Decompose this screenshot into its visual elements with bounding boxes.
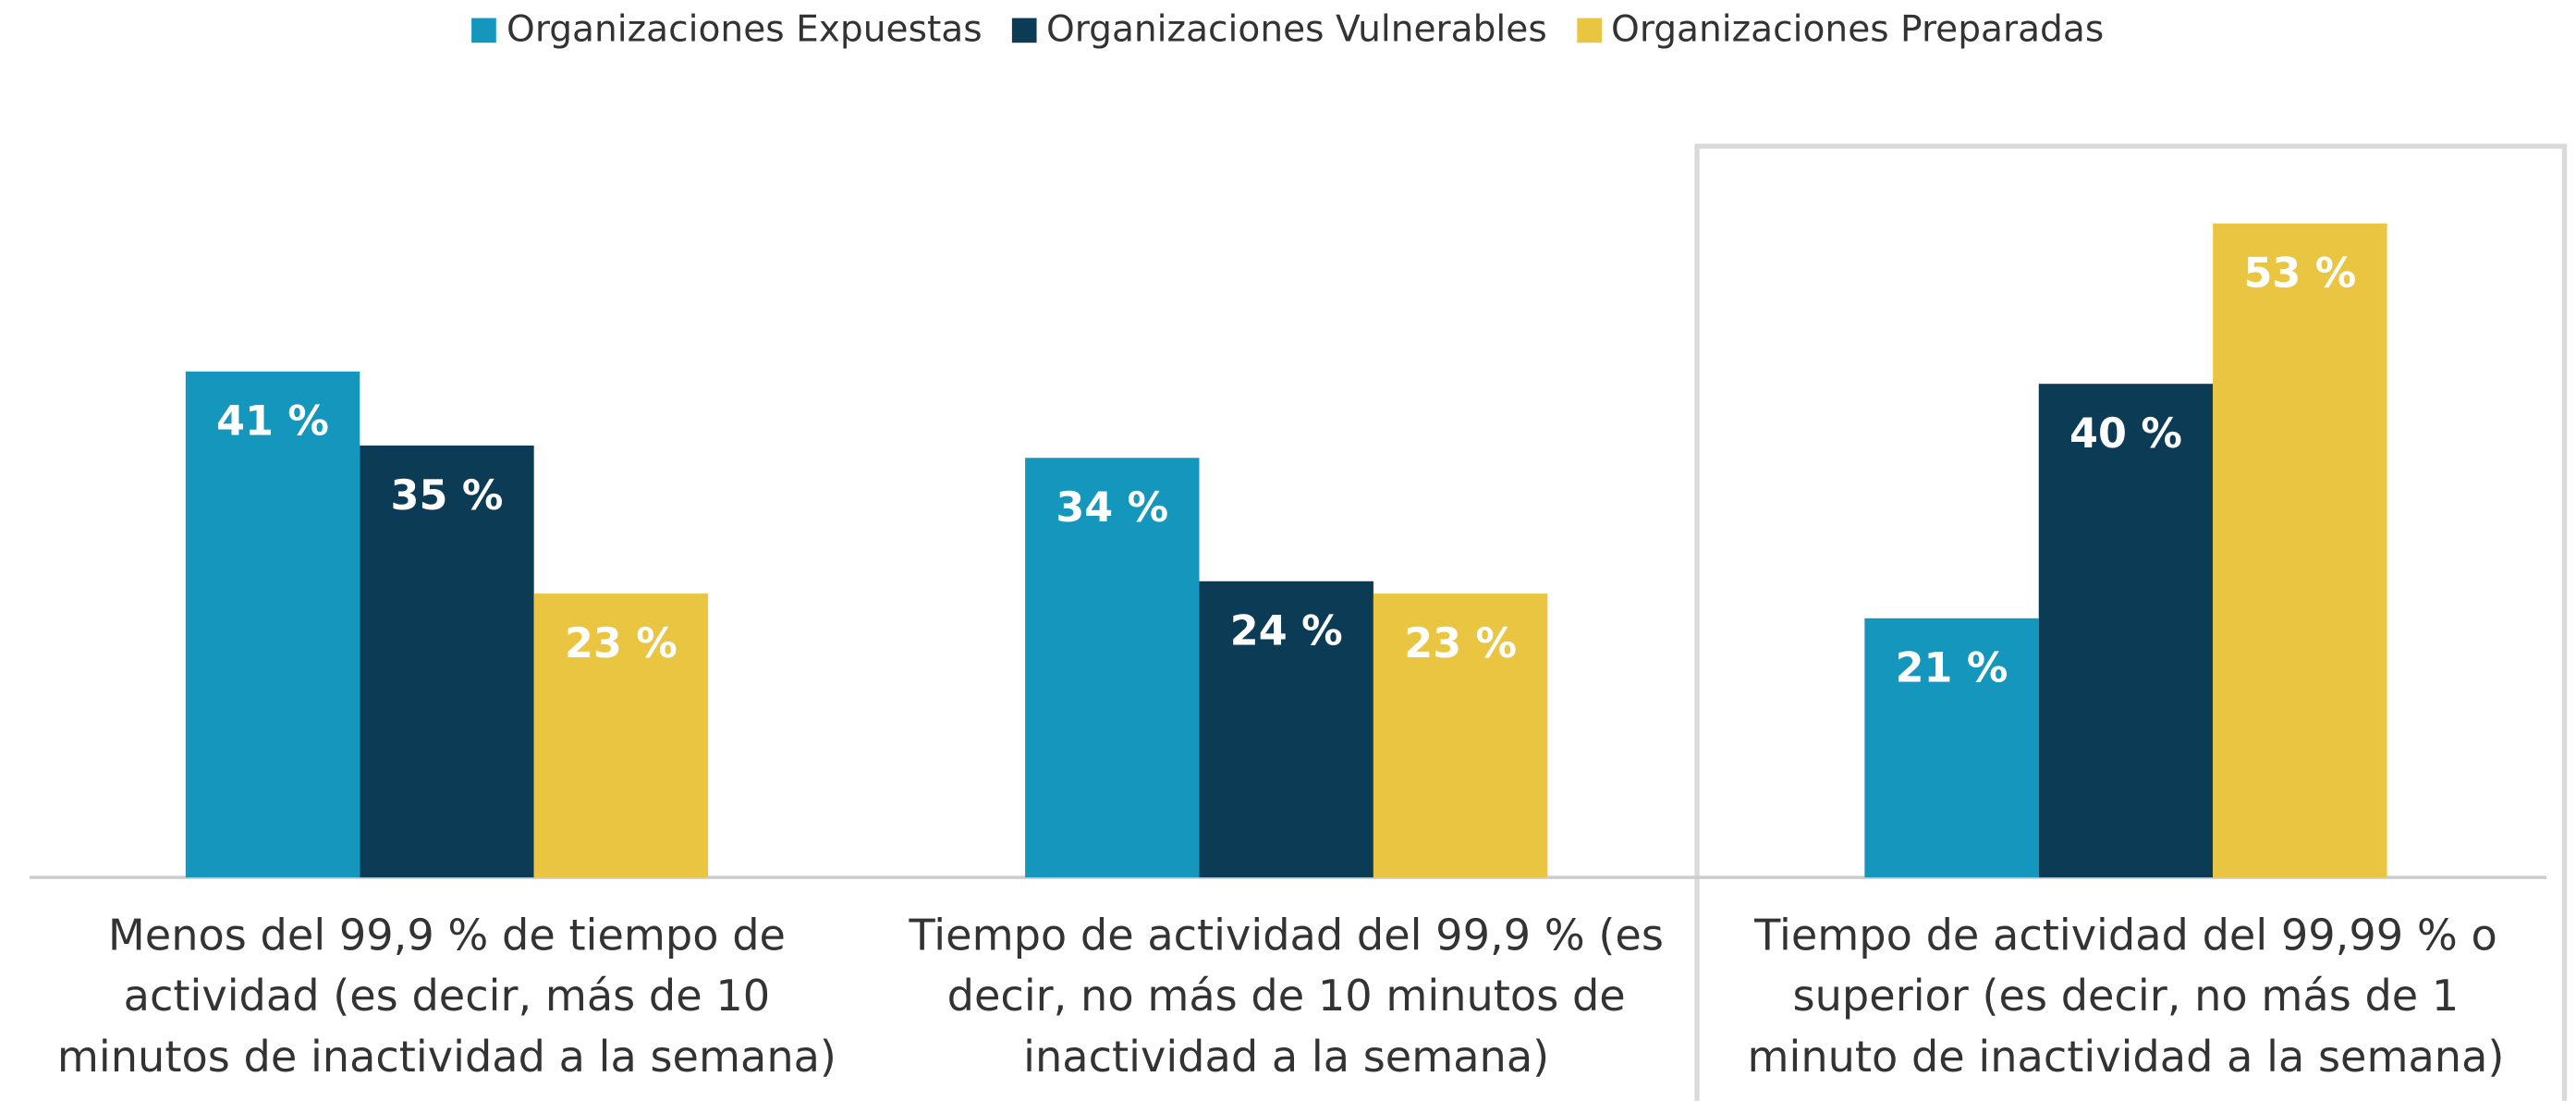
legend-item: Organizaciones Expuestas [471, 9, 983, 52]
legend-label: Organizaciones Expuestas [507, 9, 983, 52]
legend: Organizaciones Expuestas Organizaciones V… [0, 10, 2576, 51]
bar [185, 371, 360, 878]
value-label: 53 % [2243, 251, 2356, 298]
x-tick-label: Menos del 99,9 % de tiempo de actividad … [56, 911, 836, 1083]
value-label: 35 % [391, 472, 504, 520]
bar [2213, 223, 2387, 878]
value-label: 41 % [216, 398, 329, 446]
legend-swatch [1011, 18, 1037, 43]
bar [1025, 458, 1200, 878]
value-label: 23 % [1404, 620, 1517, 667]
legend-swatch [471, 18, 497, 43]
bar [1864, 618, 2039, 878]
legend-label: Organizaciones Preparadas [1611, 9, 2105, 52]
legend-label: Organizaciones Vulnerables [1045, 9, 1547, 52]
value-label: 40 % [2069, 410, 2182, 458]
bar [1199, 581, 1373, 878]
bar [2038, 384, 2214, 878]
x-tick-label: Tiempo de actividad del 99,9 % (es decir… [909, 911, 1664, 1083]
legend-item: Organizaciones Preparadas [1576, 9, 2105, 52]
highlight-box [1694, 143, 2568, 1101]
bar [1373, 593, 1548, 878]
bar [360, 445, 534, 878]
value-label: 34 % [1056, 484, 1168, 532]
legend-swatch [1576, 18, 1602, 43]
value-label: 21 % [1896, 645, 2008, 692]
value-label: 23 % [565, 620, 678, 667]
bar [533, 593, 709, 878]
value-label: 24 % [1230, 608, 1343, 655]
legend-item: Organizaciones Vulnerables [1011, 9, 1547, 52]
x-tick-label: Tiempo de actividad del 99,99 % o superi… [1747, 911, 2505, 1083]
